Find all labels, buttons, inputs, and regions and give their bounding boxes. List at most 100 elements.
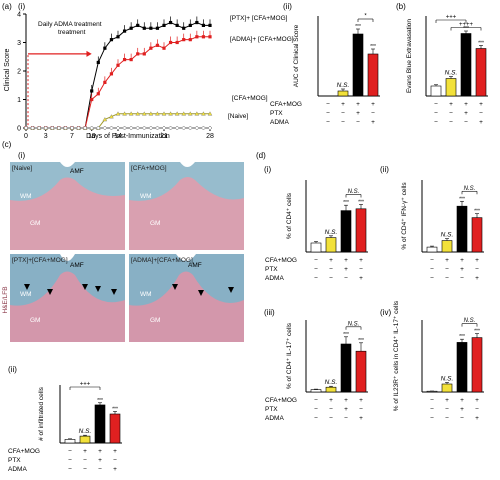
line-ytick-label: 2 [17, 69, 21, 76]
line-xtick-label: 0 [24, 133, 28, 140]
fissure-naive [60, 162, 75, 167]
bar [355, 350, 367, 393]
group-row-value: + [359, 415, 363, 422]
series-point [155, 26, 160, 30]
line-ytick-label: 1 [17, 97, 21, 104]
series-point [109, 72, 114, 76]
group-row-value: + [445, 397, 449, 404]
line-xlabel: Days of Post-Immunization [86, 133, 170, 140]
bar-ylabel: % of CD4⁺ IFN-γ⁺ cells [401, 182, 408, 250]
group-row-value: + [475, 257, 479, 264]
bar [325, 237, 337, 253]
group-row-value: − [314, 266, 318, 273]
gm-label-adma: GM [150, 317, 160, 324]
sig-ns: N.S. [79, 428, 92, 435]
panel-label-c-i: (i) [18, 151, 25, 160]
group-row-value: − [430, 257, 434, 264]
treatment-arrowhead [86, 50, 92, 57]
group-row-value: − [430, 266, 434, 273]
series-point [194, 111, 200, 116]
histo-side-label: H&E/LFB [2, 286, 9, 313]
group-row-value: + [475, 415, 479, 422]
group-row-value: − [344, 415, 348, 422]
sig-stars: *** [343, 332, 349, 338]
group-row-value: + [98, 457, 102, 464]
wm-label-naive: WM [20, 193, 32, 200]
series-point [201, 111, 206, 116]
group-row-label: PTX [265, 406, 278, 413]
series-point [90, 89, 94, 93]
bar [337, 90, 349, 97]
bar-chart-di: % of CD4⁺ cells N.S. *** *** N.S. CFA+MOG − + + +… [265, 180, 368, 282]
series-point [201, 125, 206, 131]
series-point [90, 97, 94, 102]
group-row-value: − [464, 119, 468, 126]
bar [64, 439, 76, 444]
legend-cfa: [CFA+MOG] [232, 95, 268, 102]
sig-stars: *** [459, 196, 465, 202]
group-row-value: − [359, 406, 363, 413]
sig-stars: *** [370, 44, 376, 50]
series-point [155, 125, 160, 131]
bar-chart-aii: AUC of Clinical Score N.S.*******CFA+MOG −… [270, 14, 380, 126]
group-row-value: + [449, 101, 453, 108]
sig-label: +++ [446, 15, 457, 21]
series-point [149, 46, 153, 50]
treatment-annotation-line2: treatment [58, 29, 86, 36]
sig-ns: N.S. [441, 232, 454, 239]
series-point [96, 92, 100, 96]
group-row-value: − [479, 110, 483, 117]
group-row-value: − [475, 406, 479, 413]
group-row-value: − [329, 275, 333, 282]
sig-stars: *** [459, 334, 465, 340]
series-point [36, 125, 42, 131]
histo-title-cfa: [CFA+MOG] [131, 165, 167, 172]
gm-label-naive: GM [30, 220, 40, 227]
group-row-value: − [326, 101, 330, 108]
histology-panels [10, 162, 244, 342]
series-point [162, 23, 166, 27]
series-point [109, 114, 114, 119]
bar-chart-div: % of IL23R⁺ cells in CD4⁺ IL-17⁺ cells N.… [393, 300, 484, 422]
group-row-label: ADMA [265, 275, 284, 282]
series-point [122, 29, 127, 33]
clinical-score-line-chart: 0 3 7 10 14 21 28 0 1 2 3 4 [17, 12, 214, 141]
series-point [135, 111, 141, 116]
series-point [102, 125, 108, 131]
line-xtick-label: 10 [88, 133, 96, 140]
group-row-value: − [460, 415, 464, 422]
group-row-value: − [475, 266, 479, 273]
group-row-value: − [445, 266, 449, 273]
bar [475, 48, 487, 97]
group-row-label: PTX [8, 457, 21, 464]
group-row-value: − [445, 275, 449, 282]
series-point [201, 23, 206, 27]
sig-stars: *** [358, 338, 364, 344]
group-row-value: − [314, 406, 318, 413]
group-row-value: − [83, 466, 87, 473]
series-point [181, 111, 187, 116]
bar [79, 435, 91, 444]
group-row-label: CFA+MOG [265, 257, 297, 264]
series-point [162, 46, 166, 50]
series-point [136, 23, 140, 27]
group-row-value: + [341, 101, 345, 108]
bar-ylabel: % of IL23R⁺ cells in CD4⁺ IL-17⁺ cells [393, 300, 400, 411]
series-point [187, 125, 193, 131]
arrowhead-7 [198, 290, 204, 296]
line-xtick-label: 14 [114, 133, 122, 140]
sig-stars: *** [112, 406, 118, 412]
group-row-value: − [430, 397, 434, 404]
bar [340, 210, 352, 253]
group-row-value: + [359, 257, 363, 264]
arrowhead-3 [82, 284, 88, 290]
series-point [149, 26, 153, 30]
bar [471, 337, 483, 393]
series-point [175, 23, 179, 27]
group-row-value: + [464, 101, 468, 108]
series-point [56, 125, 62, 131]
series-point [148, 111, 154, 116]
group-row-value: + [344, 406, 348, 413]
series-point [174, 125, 180, 131]
